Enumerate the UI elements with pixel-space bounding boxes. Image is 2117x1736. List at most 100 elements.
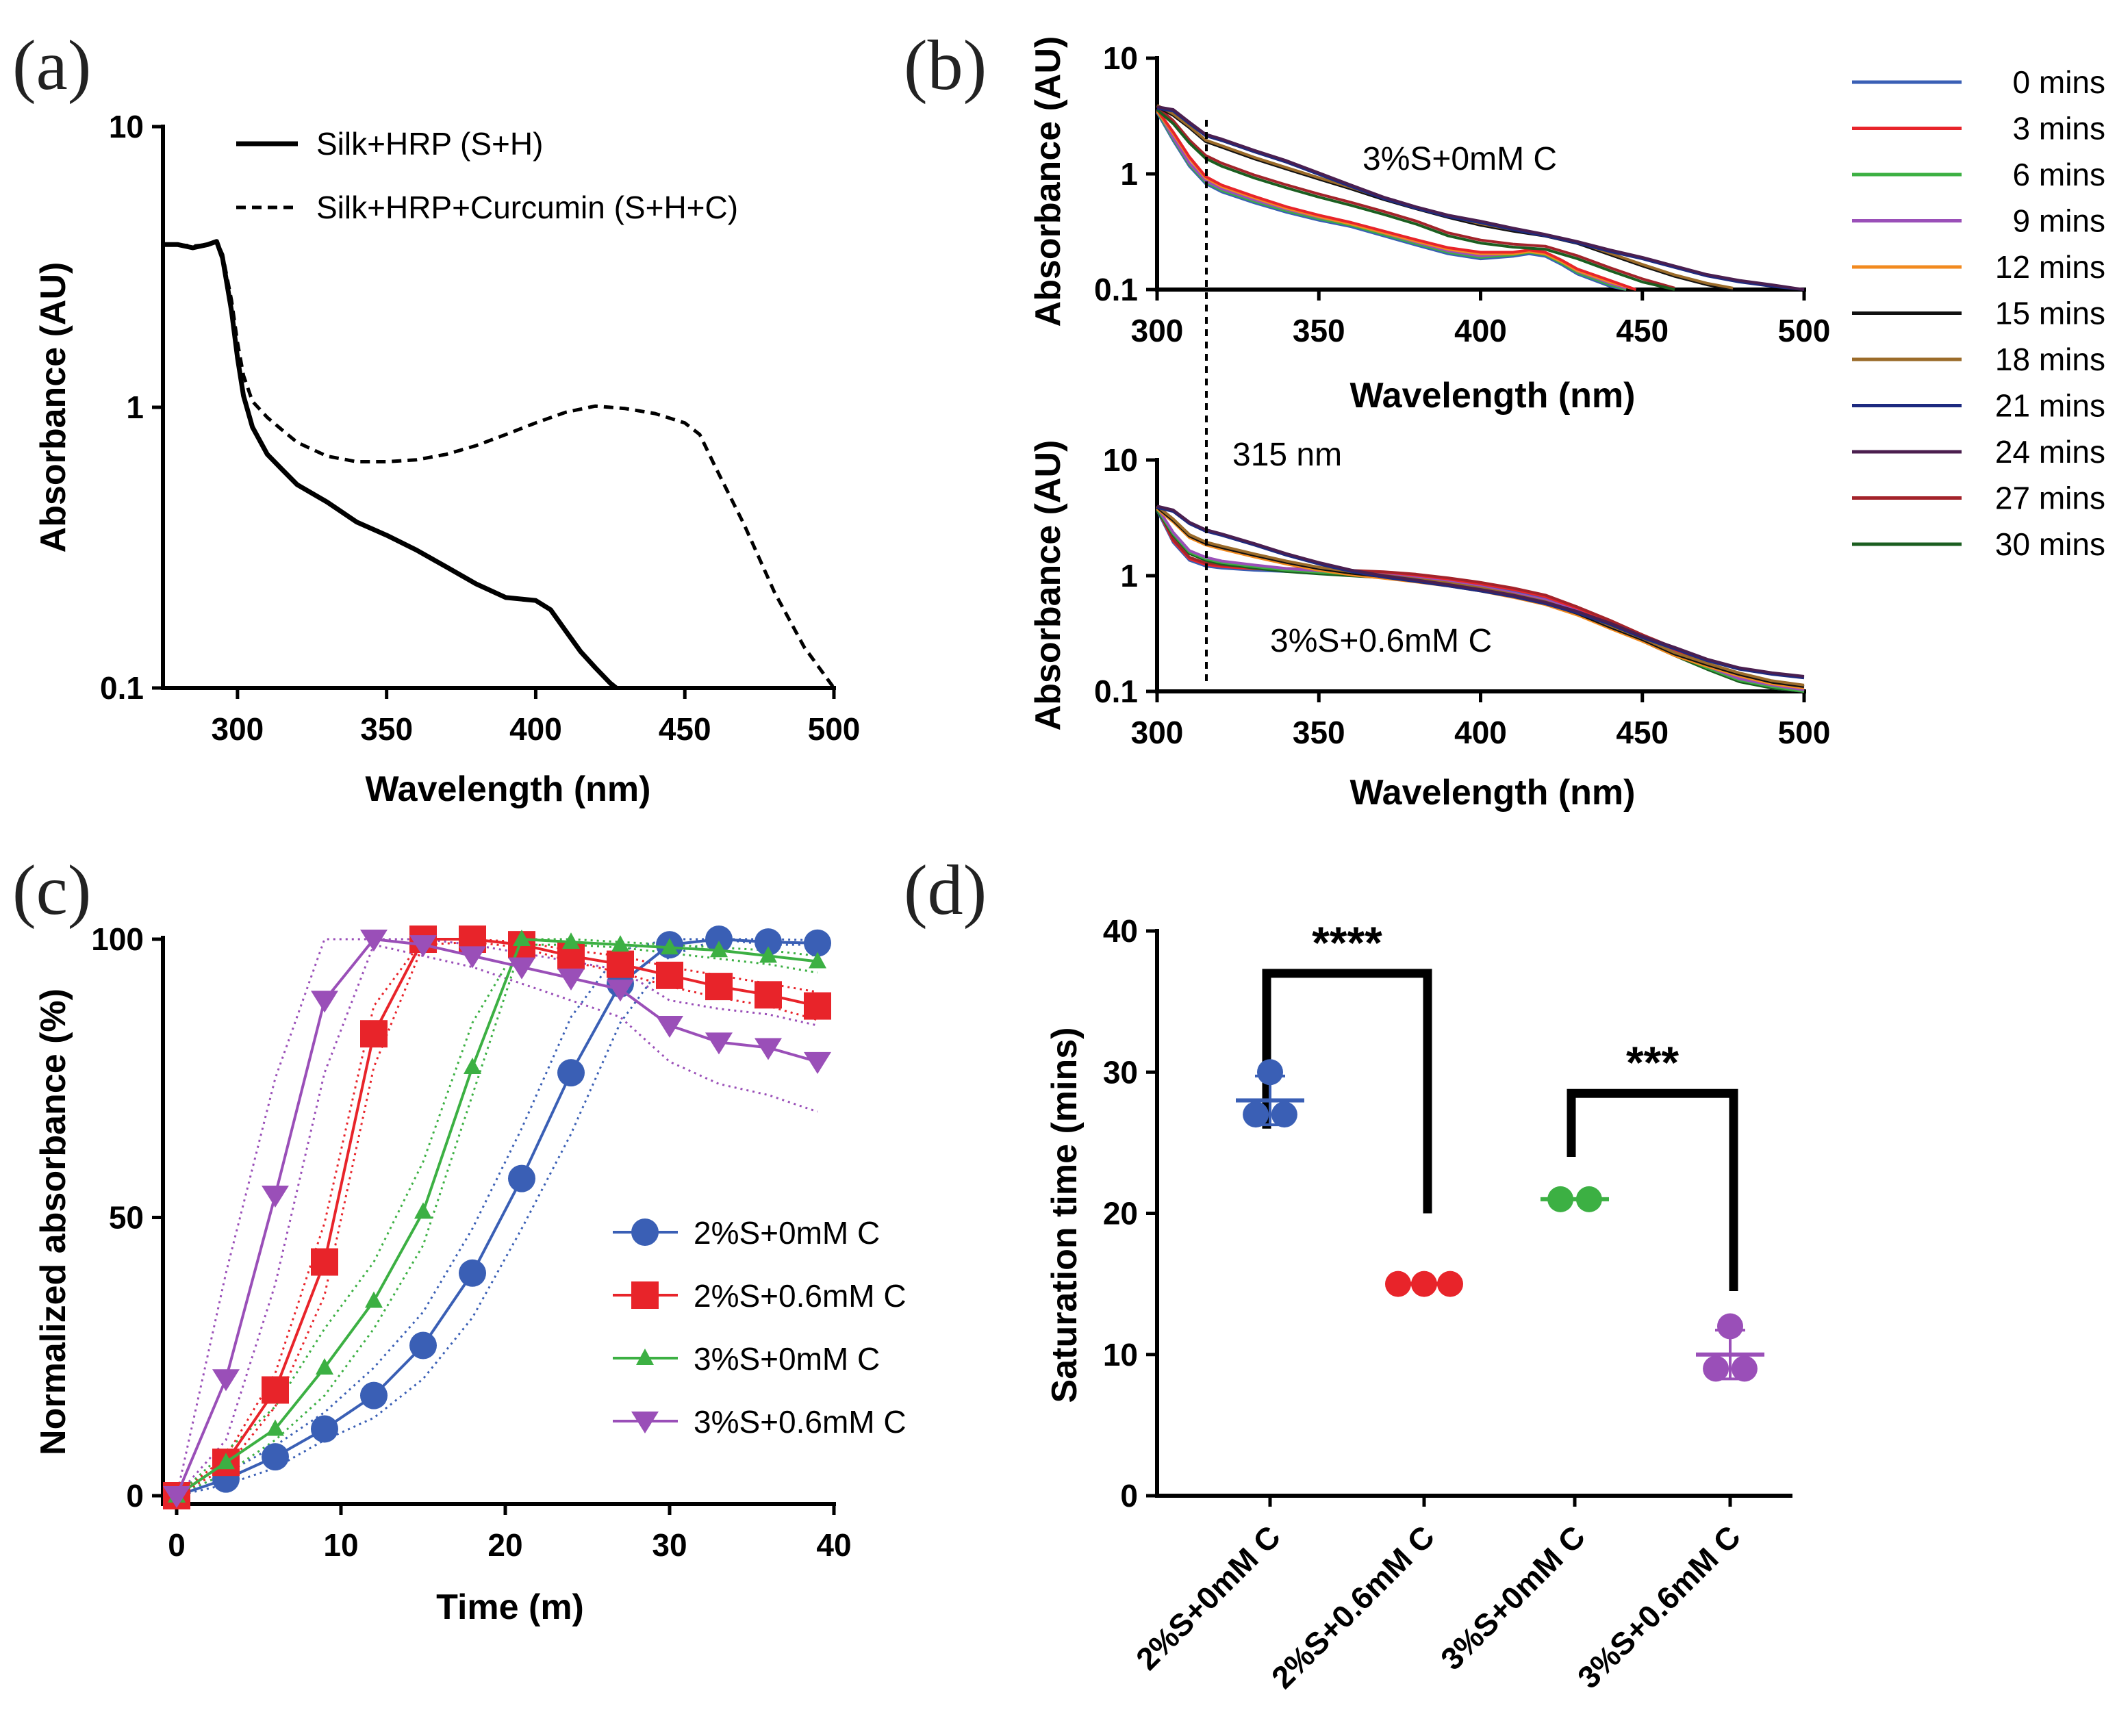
panel-c-x-tick-label: 0 — [168, 1527, 186, 1563]
panel-b-bottom-x-tick-label: 300 — [1131, 715, 1184, 750]
panel-b-legend-label: 30 mins — [1995, 526, 2105, 562]
panel-b-bottom-y-label: Absorbance (AU) — [1028, 440, 1068, 731]
panel-b-top-y-tick-label: 10 — [1103, 40, 1138, 76]
panel-c-point-2-S-0-6mM-C — [656, 961, 683, 989]
panel-c-upper-bound-3-S-0-6mM-C — [175, 938, 818, 1496]
panel-b-legend-label: 0 mins — [2013, 64, 2105, 100]
panel-d-y-tick-label: 20 — [1103, 1196, 1138, 1231]
panel-c-point-3-S-0-6mM-C — [508, 957, 535, 980]
panel-c-point-3-S-0-6mM-C — [212, 1369, 240, 1392]
panel-a-y-label: Absorbance (AU) — [34, 262, 73, 553]
panel-c-point-2-S-0-6mM-C — [262, 1376, 289, 1404]
panel-b-top-y-tick-label: 0.1 — [1094, 272, 1138, 307]
panel-a-chart: 300 350 400 450 500 0.1 1 10 Silk+HRP (S+H) Sil… — [34, 109, 860, 809]
panel-c-legend-label: 3%S+0mM C — [694, 1341, 880, 1377]
panel-label-c: (c) — [12, 851, 91, 930]
panel-label-d: (d) — [904, 851, 987, 930]
panel-c-x-tick-label: 30 — [652, 1527, 687, 1563]
panel-b-legend-label: 3 mins — [2013, 111, 2105, 146]
panel-a-x-tick-label: 350 — [360, 711, 413, 747]
panel-c-point-3-S-0-6mM-C — [705, 1032, 733, 1055]
panel-d-y-tick-label: 30 — [1103, 1054, 1138, 1090]
panel-c-point-3-S-0mM-C — [266, 1419, 284, 1436]
panel-a-x-tick-label: 450 — [659, 711, 711, 747]
panel-c-y-label: Normalized absorbance (%) — [34, 988, 73, 1455]
panel-c-point-3-S-0mM-C — [809, 952, 826, 969]
panel-c-y-tick-label: 50 — [109, 1200, 144, 1236]
panel-b-top-x-label: Wavelength (nm) — [1350, 376, 1636, 416]
panel-b-bottom-y-tick-label: 0.1 — [1094, 674, 1138, 709]
panel-a-x-label: Wavelength (nm) — [366, 769, 651, 809]
panel-c-point-2-S-0mM-C — [360, 1381, 388, 1409]
panel-c-point-2-S-0-6mM-C — [804, 992, 831, 1020]
panel-d-point — [1271, 1101, 1297, 1128]
panel-c-point-2-S-0mM-C — [459, 1259, 486, 1287]
panel-c-x-tick-label: 10 — [323, 1527, 358, 1563]
panel-c-legend-marker — [631, 1281, 659, 1309]
panel-d-point — [1703, 1355, 1729, 1382]
panel-c-point-3-S-0-6mM-C — [557, 968, 585, 991]
panel-d-y-tick-label: 40 — [1103, 913, 1138, 949]
panel-c-point-3-S-0mM-C — [661, 938, 679, 955]
panel-b-top-title: 3%S+0mM C — [1362, 141, 1557, 177]
panel-d-chart: 0 10 20 30 40 2%S+0mM C2%S+0.6mM C3%S+0mM C3%… — [1045, 913, 1792, 1696]
panel-c-point-3-S-0mM-C — [414, 1202, 432, 1219]
panel-b-top-x-tick-label: 400 — [1454, 313, 1507, 348]
panel-c-point-2-S-0-6mM-C — [311, 1248, 338, 1276]
panel-c-point-3-S-0-6mM-C — [804, 1051, 831, 1074]
panel-c-legend-marker — [636, 1349, 654, 1365]
panel-b-bottom-series-30-mins — [1156, 505, 1805, 678]
panel-d-category-label: 2%S+0.6mM C — [1265, 1518, 1441, 1695]
panel-c-legend-label: 2%S+0.6mM C — [694, 1278, 907, 1314]
panel-d-category-label: 3%S+0mM C — [1434, 1518, 1592, 1676]
panel-label-a: (a) — [12, 26, 91, 105]
panel-b-legend-label: 24 mins — [1995, 434, 2105, 470]
panel-c-point-2-S-0mM-C — [311, 1415, 338, 1443]
panel-b-bottom-x-tick-label: 400 — [1454, 715, 1507, 750]
panel-a-y-tick-label: 10 — [109, 109, 144, 144]
panel-d-point — [1243, 1101, 1269, 1128]
panel-c-point-3-S-0mM-C — [365, 1291, 383, 1308]
panel-a-series-2 — [163, 240, 836, 689]
panel-a-x-tick-label: 500 — [808, 711, 861, 747]
significance-stars: **** — [1312, 917, 1382, 968]
panel-b-chart: 300 350 400 450 500 0.1 1 10 300 350 400 450 500 0.1 1… — [1028, 36, 2105, 813]
panel-c-point-2-S-0mM-C — [705, 926, 733, 953]
panel-b-top-series-30-mins — [1156, 105, 1805, 291]
panel-c-upper-bound-2-S-0mM-C — [176, 938, 818, 1497]
panel-c-legend: 2%S+0mM C 2%S+0.6mM C 3%S+0mM C 3%S+0.6mM C — [613, 1215, 907, 1440]
panel-c-point-3-S-0mM-C — [316, 1358, 333, 1375]
panel-c-point-2-S-0mM-C — [755, 928, 782, 956]
panel-c-point-3-S-0-6mM-C — [459, 946, 486, 969]
panel-b-legend-label: 27 mins — [1995, 481, 2105, 516]
panel-c-point-3-S-0-6mM-C — [656, 1016, 683, 1038]
panel-c-x-tick-label: 40 — [816, 1527, 851, 1563]
panel-c-point-2-S-0mM-C — [409, 1331, 437, 1360]
panel-b-bottom-x-tick-label: 450 — [1616, 715, 1669, 750]
panel-d-y-label: Saturation time (mins) — [1045, 1027, 1085, 1403]
panel-c-legend-marker — [631, 1218, 659, 1246]
panel-c-point-3-S-0-6mM-C — [163, 1486, 190, 1508]
panel-b-bottom-y-tick-label: 1 — [1120, 558, 1138, 593]
panel-c-point-3-S-0mM-C — [562, 932, 580, 949]
panel-b-top-series-12-mins — [1156, 108, 1636, 291]
panel-d-point — [1257, 1059, 1283, 1086]
panel-d-category-label: 3%S+0.6mM C — [1571, 1518, 1747, 1695]
panel-c-chart: 0 10 20 30 40 0 50 100 2%S+0mM C 2%S+0.6mM C 3%S+… — [34, 921, 907, 1627]
panel-c-point-2-S-0-6mM-C — [607, 950, 634, 978]
marker-line-label: 315 nm — [1232, 437, 1342, 473]
panel-c-x-label: Time (m) — [436, 1587, 584, 1627]
panel-c-y-tick-label: 0 — [126, 1478, 144, 1514]
panel-c-point-3-S-0-6mM-C — [262, 1185, 289, 1208]
panel-c-point-3-S-0-6mM-C — [409, 935, 437, 958]
panel-b-legend-label: 6 mins — [2013, 157, 2105, 192]
panel-b-bottom-x-label: Wavelength (nm) — [1350, 773, 1636, 813]
panel-a-x-tick-label: 400 — [509, 711, 562, 747]
panel-c-point-3-S-0-6mM-C — [311, 991, 338, 1013]
significance-bracket — [1567, 1088, 1738, 1291]
panel-a-legend-label-2: Silk+HRP+Curcumin (S+H+C) — [316, 190, 738, 225]
panel-b-top-x-tick-label: 450 — [1616, 313, 1669, 348]
panel-a-x-tick-label: 300 — [212, 711, 264, 747]
panel-b-top-x-tick-label: 500 — [1778, 313, 1831, 348]
panel-c-point-2-S-0-6mM-C — [755, 981, 782, 1009]
